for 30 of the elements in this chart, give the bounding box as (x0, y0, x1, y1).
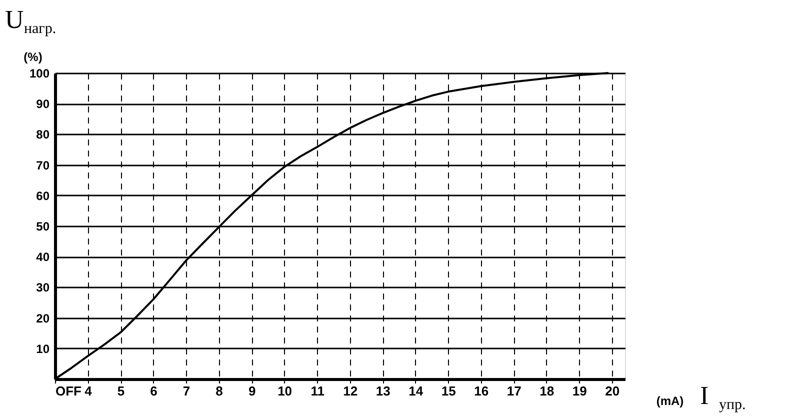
x-tick-label: 4 (84, 384, 93, 398)
y-tick-label: 40 (36, 250, 50, 264)
x-tick-label: 8 (216, 384, 223, 398)
x-tick-label: 9 (248, 384, 256, 398)
x-tick-label: 5 (117, 384, 125, 398)
x-tick-label: 11 (310, 384, 324, 398)
x-tick-label: 10 (278, 384, 292, 398)
y-tick-label: 50 (36, 220, 50, 234)
text: (mA) (656, 394, 684, 408)
x-tick-label: 18 (540, 384, 554, 398)
y-tick-label: 20 (36, 311, 50, 326)
y-tick-label: 10 (36, 342, 50, 356)
y-tick-label: 60 (36, 188, 50, 203)
x-tick-label: 17 (506, 384, 522, 398)
x-tick-label: OFF (56, 384, 82, 398)
x-tick-label: 14 (408, 384, 424, 398)
text: (%) (24, 50, 42, 64)
x-tick-label: 7 (182, 384, 190, 398)
y-tick-label: 90 (36, 97, 50, 112)
x-tick-label: 19 (572, 384, 587, 398)
y-tick-label: 100 (29, 66, 50, 80)
y-tick-label: 80 (36, 128, 50, 142)
x-tick-label: 15 (441, 384, 456, 398)
x-tick-label: 12 (343, 384, 358, 398)
x-tick-label: 20 (605, 384, 620, 398)
x-tick-label: 6 (150, 384, 158, 398)
x-tick-label: 13 (376, 384, 390, 398)
x-tick-label: 16 (474, 384, 489, 398)
y-tick-label: 30 (36, 280, 50, 295)
y-tick-label: 70 (36, 158, 50, 172)
